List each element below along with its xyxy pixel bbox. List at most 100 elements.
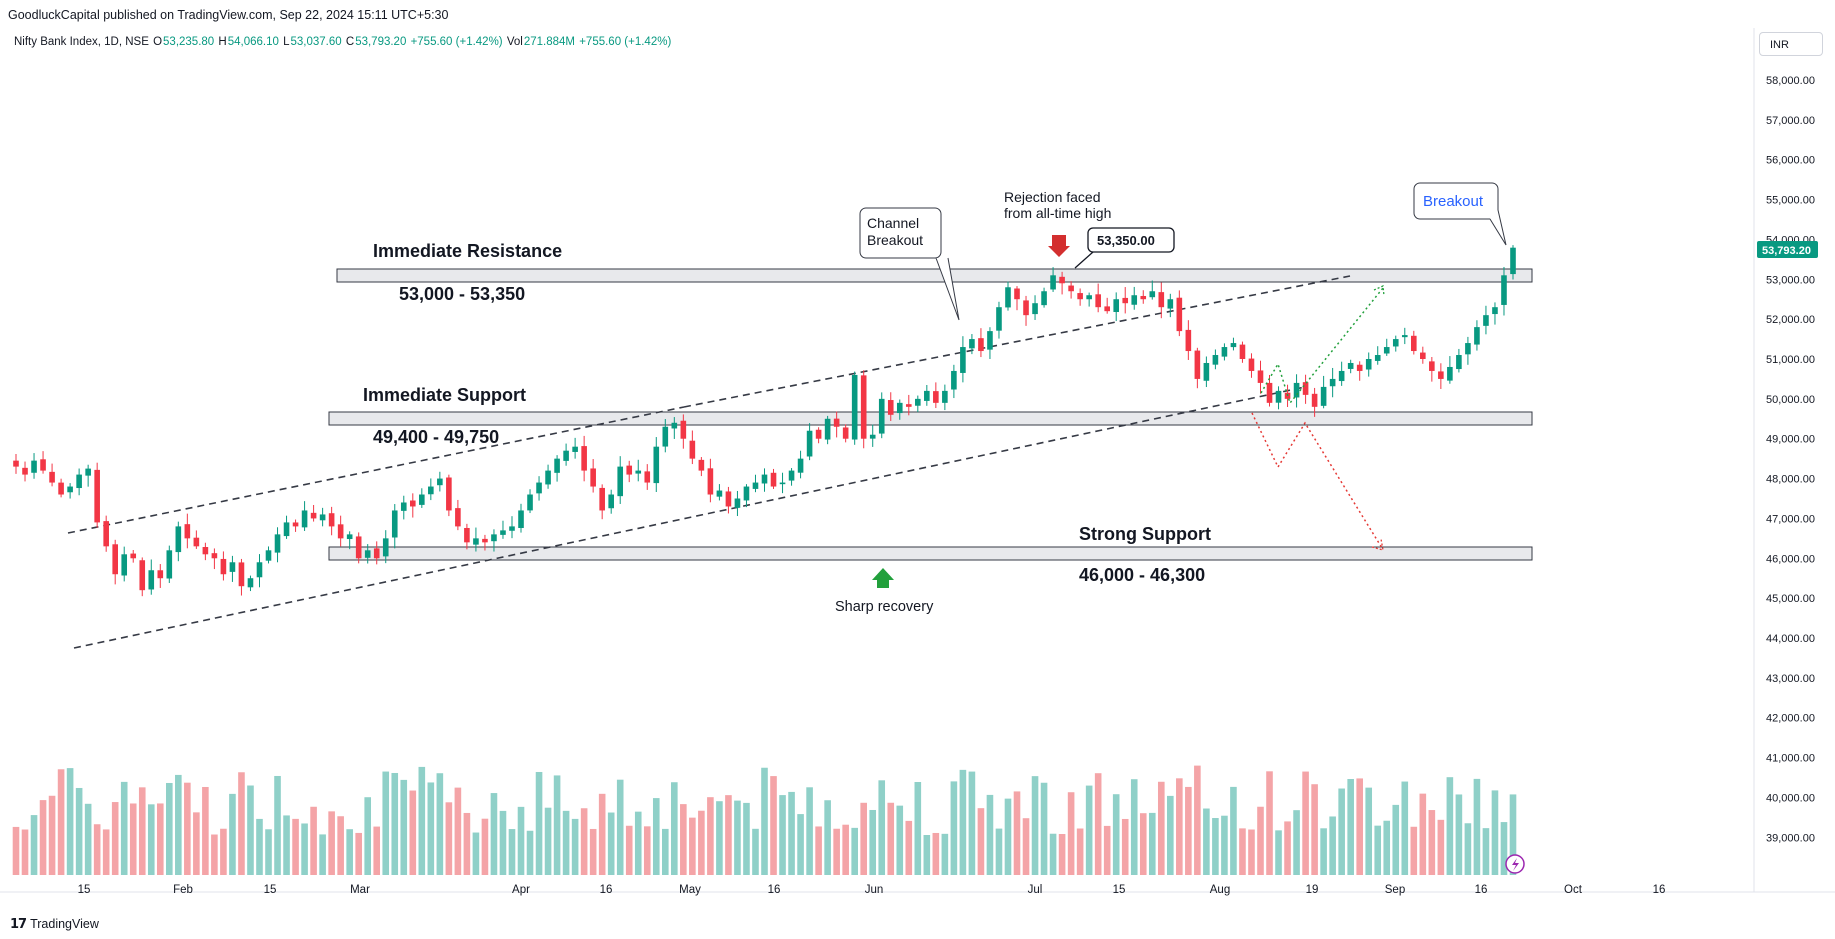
candle-body xyxy=(1275,390,1282,403)
candle-body xyxy=(500,530,506,535)
volume-bar xyxy=(337,816,344,875)
volume-bar xyxy=(400,779,408,875)
rejection-down-arrow xyxy=(1048,235,1070,257)
volume-bar xyxy=(211,834,218,875)
candle-body xyxy=(455,508,461,527)
volume-bar xyxy=(1329,816,1336,875)
price-tick-label: 53,000.00 xyxy=(1766,274,1815,286)
price-tick-label: 48,000.00 xyxy=(1766,474,1815,486)
candle-body xyxy=(382,538,389,557)
candle-body xyxy=(1149,291,1156,298)
candle-body xyxy=(473,538,479,545)
candle-body xyxy=(599,487,605,511)
high-label: H xyxy=(218,36,227,48)
candle-body xyxy=(292,522,299,527)
strong-support-label: Strong Support xyxy=(1079,524,1211,544)
volume-bar xyxy=(138,787,146,875)
candle-body xyxy=(626,465,633,475)
lightning-bolt-glyph xyxy=(1512,858,1519,871)
candle-body xyxy=(265,550,272,561)
candle-body xyxy=(806,430,813,457)
volume-bar xyxy=(283,815,290,875)
last-price-tag xyxy=(1757,241,1818,258)
time-tick-label: 15 xyxy=(78,884,91,896)
volume-bars xyxy=(12,765,1517,875)
volume-bar xyxy=(905,820,913,875)
candle-body xyxy=(554,458,560,473)
volume-bar xyxy=(1130,779,1138,875)
volume-bar xyxy=(382,771,390,875)
candle-body xyxy=(130,553,137,559)
candle-body xyxy=(842,427,849,439)
volume-bar xyxy=(896,805,904,875)
volume-bar xyxy=(1176,778,1183,875)
volume-bar xyxy=(202,786,209,875)
volume-bar xyxy=(1212,818,1219,875)
price-tick-label: 52,000.00 xyxy=(1766,314,1815,326)
candle-body xyxy=(662,426,669,447)
change-value: +755.60 (+1.42%) xyxy=(410,36,503,48)
candle-body xyxy=(824,418,831,440)
volume-bar xyxy=(418,766,426,875)
currency-button[interactable]: INR xyxy=(1759,32,1823,56)
volume-bar xyxy=(238,772,245,875)
candle-body xyxy=(509,526,515,531)
volume-bar xyxy=(1022,818,1030,875)
candle-body xyxy=(355,536,362,559)
price-tick-label: 50,000.00 xyxy=(1766,394,1815,406)
volume-bar xyxy=(1410,826,1418,875)
volume-bar xyxy=(454,787,462,875)
footer-brand-text: TradingView xyxy=(30,917,99,931)
volume-bar xyxy=(391,772,399,875)
volume-bar xyxy=(1401,781,1409,875)
volume-bar xyxy=(436,773,444,875)
price-axis[interactable]: 39,000.00 40,000.00 41,000.00 42,000.00 43,0… xyxy=(1766,75,1815,844)
candle-body xyxy=(1104,306,1110,312)
volume-bar xyxy=(1058,834,1066,875)
candle-body xyxy=(1212,355,1219,365)
volume-bar xyxy=(57,769,65,875)
candle-body xyxy=(139,560,146,591)
candle-body xyxy=(1068,285,1074,292)
time-axis[interactable]: 15 Feb 15 Mar Apr 16 May 16 Jun Jul 15 Aug 19 Sep 16 Oc… xyxy=(78,884,1666,896)
candle-body xyxy=(563,450,569,461)
candle-body xyxy=(797,458,804,473)
candle-body xyxy=(1041,291,1047,306)
volume-bar xyxy=(463,812,471,875)
volume-bar xyxy=(1013,791,1021,875)
volume-bar xyxy=(12,826,20,875)
volume-bar xyxy=(1392,804,1400,875)
candle-body xyxy=(1492,307,1498,315)
candle-body xyxy=(734,498,741,508)
candle-body xyxy=(1501,275,1507,305)
price-tick-label: 39,000.00 xyxy=(1766,832,1815,844)
volume-bar xyxy=(84,803,92,875)
candle-body xyxy=(1167,299,1174,309)
candle-body xyxy=(887,400,894,415)
candle-body xyxy=(482,538,488,543)
volume-bar xyxy=(860,802,867,875)
volume-bar xyxy=(571,818,579,875)
price-tick-label: 58,000.00 xyxy=(1766,75,1815,87)
volume-bar xyxy=(1356,778,1363,875)
volume-bar xyxy=(364,797,372,875)
candle-body xyxy=(915,398,921,406)
close-value: 53,793.20 xyxy=(355,36,407,48)
volume-bar xyxy=(1428,810,1436,875)
candle-body xyxy=(1203,362,1210,381)
tradingview-logo-icon: 𝟭𝟳 xyxy=(10,916,27,931)
candle-body xyxy=(1411,335,1417,352)
candle-body xyxy=(229,562,236,572)
time-tick-label: 15 xyxy=(1113,884,1126,896)
candle-body xyxy=(364,550,371,558)
candle-body xyxy=(184,524,191,539)
candle-body xyxy=(1383,347,1390,354)
volume-bar xyxy=(102,829,110,875)
candle-body xyxy=(1005,287,1011,308)
time-tick-label: 15 xyxy=(264,884,277,896)
volume-bar xyxy=(824,800,831,875)
volume-bar xyxy=(761,767,768,875)
volume-bar xyxy=(1040,782,1048,875)
price-tick-label: 47,000.00 xyxy=(1766,513,1815,525)
